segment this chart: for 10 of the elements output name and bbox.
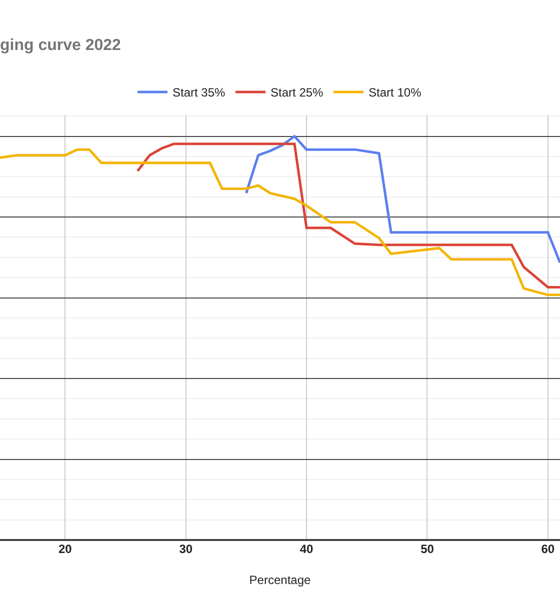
x-axis-title: Percentage	[249, 572, 312, 587]
legend-label: Start 10%	[368, 86, 422, 100]
x-tick-label: 40	[300, 542, 314, 556]
x-tick-label: 50	[420, 542, 434, 556]
legend-label: Start 25%	[270, 86, 324, 100]
x-tick-label: 30	[179, 542, 193, 556]
legend-label: Start 35%	[172, 86, 226, 100]
chart-title: ging curve 2022	[0, 37, 122, 54]
x-tick-label: 20	[58, 542, 72, 556]
x-tick-label: 60	[541, 542, 555, 556]
